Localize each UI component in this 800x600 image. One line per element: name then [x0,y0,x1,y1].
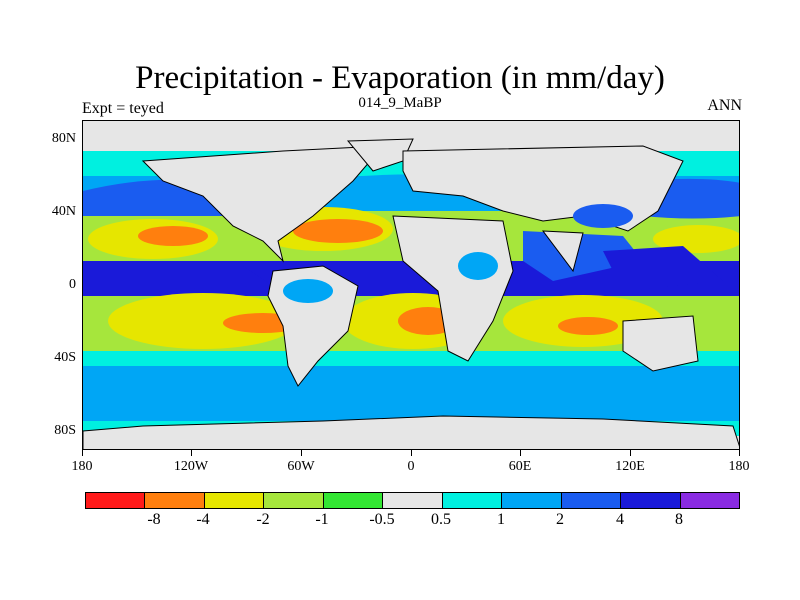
wet-patch-amazon [283,279,333,303]
landmass-africa [392,215,514,362]
experiment-label: Expt = teyed [82,100,164,117]
season-label: ANN [707,97,742,114]
y-axis-label: 0 [69,277,76,292]
dry-zone-north-pacific-core [138,226,208,246]
legend-swatch [204,493,265,508]
x-axis-label: 180 [71,459,93,474]
landmass-indian-subcontinent [541,230,584,273]
legend-label: 2 [556,511,564,528]
landmass-antarctica [83,415,739,449]
legend-label: 4 [616,511,624,528]
tick-mark [301,450,302,456]
x-axis-label: 60E [508,459,532,474]
legend-label: 0.5 [431,511,451,528]
pe-field-map [83,121,739,449]
landmass-australia [622,315,699,372]
legend-label: -2 [256,511,270,528]
y-axis-label: 40N [51,204,76,219]
x-axis-label: 0 [407,459,415,474]
legend-swatch [323,493,384,508]
tick-mark [739,450,740,456]
legend-swatch [86,493,146,508]
dry-zone-west-pacific-north [653,225,739,253]
legend-swatch [621,493,681,508]
x-axis-label: 120W [173,459,209,474]
legend-swatch [383,493,443,508]
dry-zone-south-indian-core [558,317,618,335]
legend-label: -4 [196,511,210,528]
band-south-edge [83,351,739,366]
tick-mark [520,450,521,456]
plot-title: Precipitation - Evaporation (in mm/day) [135,60,665,96]
experiment-period: 014_9_MaBP [358,95,442,111]
legend-swatch [680,493,739,508]
legend-swatch [502,493,562,508]
dry-zone-south-pacific [108,293,298,349]
map-panel [82,120,740,450]
dry-zone-north-atlantic-core [293,219,383,243]
legend-swatch [561,493,622,508]
legend-swatch [264,493,324,508]
x-axis-label: 60W [287,459,315,474]
legend-swatch [442,493,503,508]
tick-mark [630,450,631,456]
y-axis-label: 40S [54,350,76,365]
color-legend-bar [85,492,740,509]
x-axis-label: 120E [615,459,645,474]
band-south-mid [83,366,739,421]
legend-label: -0.5 [369,511,395,528]
wet-zone-maritime-continent [603,246,723,291]
legend-label: -1 [315,511,329,528]
legend-label: 1 [497,511,505,528]
wet-patch-congo [458,252,498,280]
legend-label: 8 [675,511,683,528]
x-axis-label: 180 [728,459,750,474]
legend-swatch [145,493,205,508]
legend-label: -8 [147,511,161,528]
wet-patch-himalaya [573,204,633,228]
tick-mark [191,450,192,456]
wet-zone-equatorial-pacific [83,266,273,291]
tick-mark [82,450,83,456]
y-axis-label: 80S [54,423,76,438]
y-axis-label: 80N [51,131,76,146]
tick-mark [411,450,412,456]
